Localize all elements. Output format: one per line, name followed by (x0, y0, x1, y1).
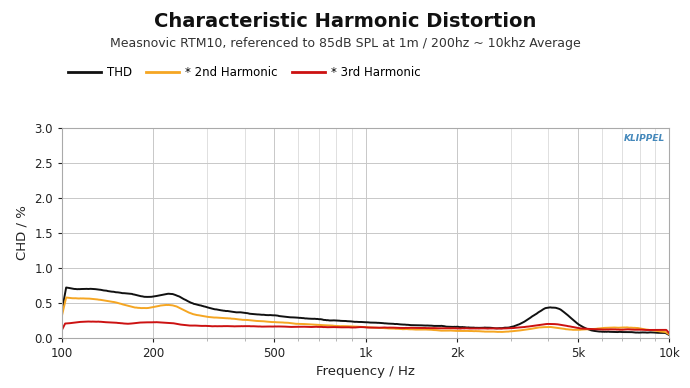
* 2nd Harmonic (58, 313, 66, 317)
* 3rd Harmonic (334, 325, 342, 329)
* 3rd Harmonic (166, 321, 175, 326)
* 3rd Harmonic (215, 324, 224, 329)
Text: Characteristic Harmonic Distortion: Characteristic Harmonic Distortion (154, 12, 536, 31)
* 3rd Harmonic (516, 325, 524, 330)
THD (464, 325, 473, 330)
* 2nd Harmonic (665, 332, 673, 337)
* 2nd Harmonic (334, 324, 342, 328)
THD (58, 307, 66, 312)
* 3rd Harmonic (464, 326, 473, 331)
THD (334, 318, 342, 323)
Line: * 3rd Harmonic: * 3rd Harmonic (62, 322, 669, 333)
X-axis label: Frequency / Hz: Frequency / Hz (316, 365, 415, 378)
THD (166, 292, 175, 296)
Legend: THD, * 2nd Harmonic, * 3rd Harmonic: THD, * 2nd Harmonic, * 3rd Harmonic (68, 66, 420, 79)
* 2nd Harmonic (215, 315, 224, 320)
Line: * 2nd Harmonic: * 2nd Harmonic (62, 298, 669, 334)
* 2nd Harmonic (516, 328, 524, 333)
* 2nd Harmonic (464, 329, 473, 333)
THD (516, 321, 524, 326)
* 3rd Harmonic (665, 331, 673, 336)
* 2nd Harmonic (62, 295, 70, 300)
Text: KLIPPEL: KLIPPEL (624, 134, 665, 143)
* 2nd Harmonic (417, 327, 425, 332)
Y-axis label: CHD / %: CHD / % (16, 205, 29, 260)
* 2nd Harmonic (166, 303, 175, 307)
THD (62, 285, 70, 290)
* 3rd Harmonic (84, 319, 92, 324)
THD (417, 323, 425, 327)
THD (215, 308, 224, 312)
Line: THD: THD (62, 288, 669, 335)
* 3rd Harmonic (417, 326, 425, 330)
Text: Measnovic RTM10, referenced to 85dB SPL at 1m / 200hz ~ 10khz Average: Measnovic RTM10, referenced to 85dB SPL … (110, 37, 580, 50)
THD (665, 333, 673, 338)
* 3rd Harmonic (58, 327, 66, 332)
